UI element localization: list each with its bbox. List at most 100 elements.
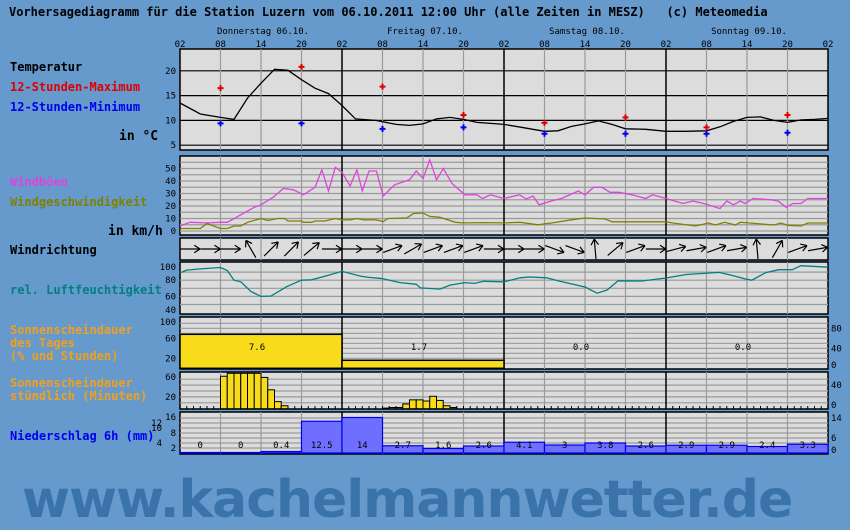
hour-tick-label: 08 (539, 40, 550, 50)
precip-bar (341, 416, 384, 454)
max-temp-point (298, 63, 305, 70)
wind-direction-arrow (244, 239, 257, 258)
hour-tick-label: 14 (418, 40, 429, 50)
wind-direction-arrow (788, 243, 808, 253)
precip-bar (219, 451, 262, 454)
sun-daily-label: 0.0 (573, 343, 589, 353)
wind-direction-arrow (524, 244, 545, 254)
temp-tick-label: 5 (171, 141, 176, 151)
sun-hourly-bar (409, 399, 417, 410)
wind-direction-arrow (383, 243, 403, 253)
precip-bar (786, 443, 829, 454)
sun-hourly-bar (449, 407, 458, 410)
wind-direction-arrow (483, 244, 505, 254)
precip-label: 2.6 (638, 441, 654, 451)
wind-direction-arrow (283, 241, 300, 257)
sun-hourly-bar (280, 405, 289, 410)
label-humidity: rel. Luftfeuchtigkeit (10, 283, 162, 297)
precip-label: 0 (198, 441, 203, 451)
hour-tick-label: 14 (742, 40, 753, 50)
wind-tick-label: 50 (165, 165, 176, 175)
precip-label: 2.4 (759, 441, 775, 451)
wind-direction-arrow (771, 239, 784, 258)
sun-daily-tick-label: 80 (831, 324, 842, 334)
wind-direction-arrow (303, 241, 320, 256)
precip-tick-label: 16 (165, 413, 176, 423)
wind-direction-arrow (443, 243, 464, 253)
precip-bar (179, 451, 222, 454)
day-label: Samstag 08.10. (549, 27, 625, 37)
sun-daily-bar (179, 333, 343, 370)
precip-tick-label: 0 (831, 446, 836, 456)
precip-label: 3.8 (597, 441, 613, 451)
day-label: Sonntag 09.10. (711, 27, 787, 37)
wind-direction-arrow (504, 244, 525, 254)
sun-hourly-bar (220, 375, 228, 410)
wind-direction-arrow (807, 244, 829, 253)
wind-direction-arrow (220, 244, 241, 254)
min-temp-point (622, 130, 629, 137)
hour-tick-label: 08 (377, 40, 388, 50)
wind-direction-arrow (607, 241, 624, 256)
hour-tick-label: 08 (215, 40, 226, 50)
hour-tick-label: 20 (458, 40, 469, 50)
sun-hourly-bar (247, 372, 255, 410)
min-temp-point (703, 130, 710, 137)
humidity-tick-label: 40 (165, 306, 176, 316)
label-sun-daily-3: (% und Stunden) (10, 349, 119, 363)
wind-direction-arrow (752, 238, 761, 260)
wind-direction-arrow (565, 245, 585, 255)
hour-tick-label: 02 (499, 40, 510, 50)
wind-tick-label: 10 (165, 215, 176, 225)
humidity-tick-label: 80 (165, 276, 176, 286)
precip-label: 2.6 (476, 441, 492, 451)
wind-direction-arrow (666, 243, 687, 253)
sun-hourly-bar (422, 400, 431, 410)
sun-hourly-bar (395, 407, 404, 410)
max-temp-point (460, 111, 467, 118)
wind-direction-arrow (464, 243, 484, 253)
hour-tick-label: 14 (256, 40, 267, 50)
temp-tick-label: 20 (165, 67, 176, 77)
min-temp-point (217, 120, 224, 127)
humidity-tick-label: 60 (165, 292, 176, 302)
label-sun-hourly-2: stündlich (Minuten) (10, 389, 148, 403)
hour-tick-label: 02 (823, 40, 834, 50)
precip-tick-label: 12 (151, 419, 162, 429)
sun-hourly-bar (402, 403, 410, 410)
min-temp-point (460, 124, 467, 131)
label-sun-hourly-1: Sonnenscheindauer (10, 376, 133, 390)
wind-direction-arrow (263, 241, 279, 257)
sun-daily-bar (341, 359, 505, 370)
precip-bar (260, 450, 303, 454)
precip-tick-label: 2 (171, 444, 176, 454)
wind-tick-label: 0 (171, 227, 176, 237)
label-temp-unit: in °C (119, 129, 159, 144)
temp-tick-label: 15 (165, 92, 176, 102)
wind-tick-label: 20 (165, 202, 176, 212)
max-temp-point (622, 114, 629, 121)
label-precip: Niederschlag 6h (mm) (10, 429, 155, 443)
max-temp-point (541, 119, 548, 126)
sun-hourly-bar (233, 372, 242, 410)
sun-daily-tick-label: 60 (165, 334, 176, 344)
sun-hourly-bar (436, 399, 444, 410)
day-label: Donnerstag 06.10. (217, 27, 309, 37)
sun-hourly-bar (415, 399, 424, 410)
sun-hourly-bar (382, 407, 390, 410)
wind-direction-arrow (545, 245, 565, 255)
label-min: 12-Stunden-Minimum (10, 100, 141, 114)
precip-label: 2.9 (719, 441, 735, 451)
wind-speed-line (180, 212, 828, 230)
hour-tick-label: 20 (620, 40, 631, 50)
page-title: Vorhersagediagramm für die Station Luzer… (9, 5, 768, 19)
hour-tick-label: 20 (296, 40, 307, 50)
sun-hourly-tick-label: 0 (831, 401, 836, 411)
sun-daily-tick-label: 100 (160, 318, 176, 328)
wind-direction-arrow (590, 238, 599, 260)
hour-tick-label: 02 (337, 40, 348, 50)
humidity-tick-label: 100 (160, 263, 176, 273)
sun-daily-tick-label: 0 (831, 361, 836, 371)
label-wind-speed: Windgeschwindigkeit (10, 195, 148, 209)
